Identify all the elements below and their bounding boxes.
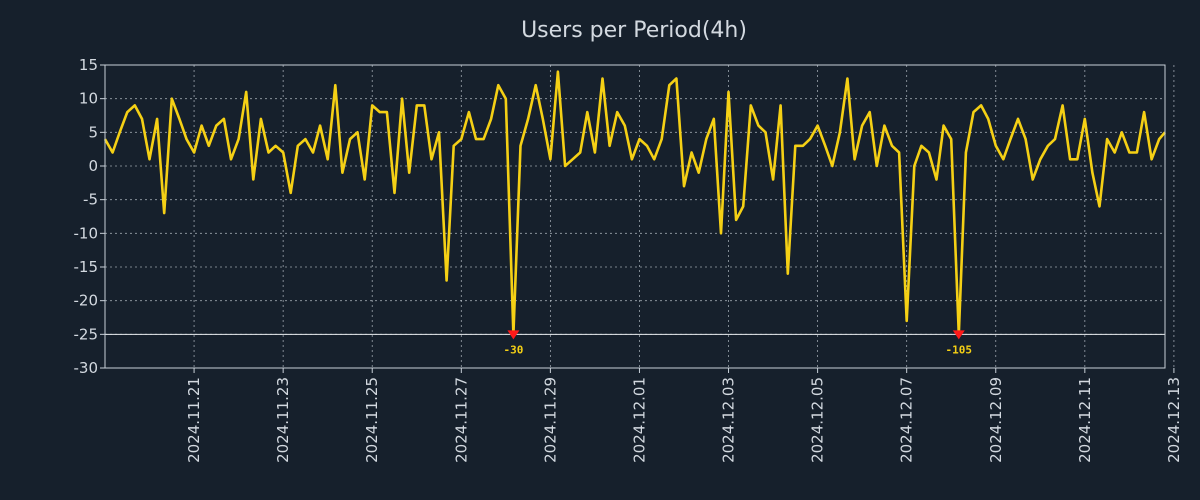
y-tick-label: -25 <box>74 325 99 343</box>
annotation-layer: -30 -105 <box>503 330 972 356</box>
y-tick-label: -20 <box>74 292 99 310</box>
x-tick-label: 2024.12.01 <box>630 377 648 463</box>
x-axis: 2024.11.21 2024.11.23 2024.11.25 2024.11.27… <box>185 368 1183 463</box>
y-tick-label: -10 <box>74 224 99 242</box>
grid-lines <box>105 64 1175 369</box>
x-tick-label: 2024.11.27 <box>452 377 470 463</box>
y-tick-label: 0 <box>88 157 98 175</box>
y-tick-label: -15 <box>74 258 99 276</box>
x-tick-label: 2024.11.23 <box>274 377 292 463</box>
chart-title: Users per Period(4h) <box>521 18 747 43</box>
x-tick-label: 2024.12.11 <box>1076 377 1094 463</box>
x-tick-label: 2024.11.29 <box>541 377 559 463</box>
y-axis: 15 10 5 0 -5 -10 -15 -20 -25 -30 <box>74 56 105 377</box>
y-tick-label: -30 <box>74 359 99 377</box>
x-tick-label: 2024.11.21 <box>185 377 203 463</box>
x-tick-label: 2024.12.05 <box>809 377 827 463</box>
series-line <box>103 70 1166 336</box>
series-layer <box>103 70 1166 336</box>
clipped-value-marker <box>952 330 965 340</box>
x-tick-label: 2024.12.09 <box>987 377 1005 463</box>
y-tick-label: 15 <box>79 56 98 74</box>
y-tick-label: 5 <box>88 123 98 141</box>
clipped-value-label: -105 <box>946 343 973 356</box>
x-tick-label: 2024.11.25 <box>363 377 381 463</box>
clipped-value-label: -30 <box>503 343 523 356</box>
plot-frame <box>104 64 1166 369</box>
x-tick-label: 2024.12.03 <box>720 377 738 463</box>
clipped-value-marker <box>507 330 520 340</box>
y-tick-label: 10 <box>79 90 98 108</box>
y-tick-label: -5 <box>83 191 98 209</box>
x-tick-label: 2024.12.13 <box>1165 377 1183 463</box>
x-tick-label: 2024.12.07 <box>898 377 916 463</box>
